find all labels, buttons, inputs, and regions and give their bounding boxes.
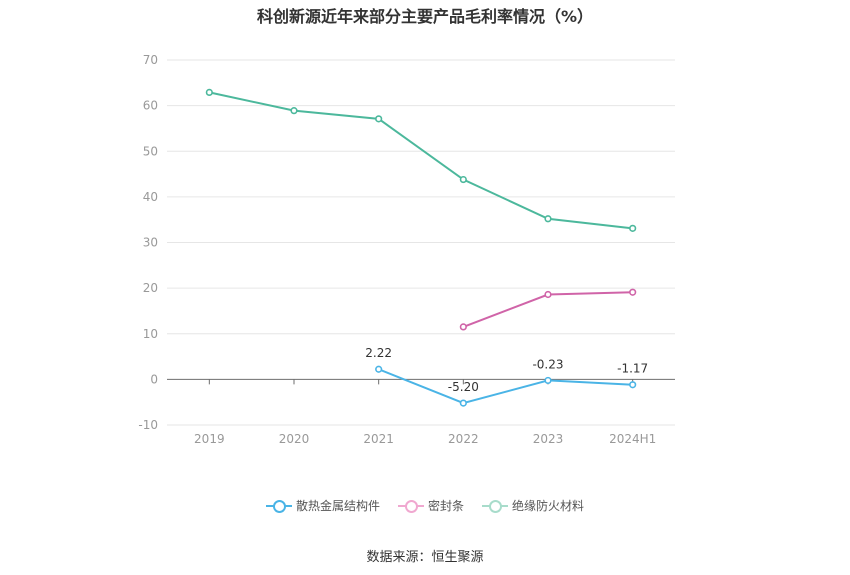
y-tick-label: -10 bbox=[138, 418, 158, 432]
series-line bbox=[209, 91, 633, 230]
y-tick-label: 30 bbox=[143, 236, 158, 250]
series-layer bbox=[205, 88, 637, 407]
y-tick-label: 50 bbox=[143, 144, 158, 158]
y-tick-label: 70 bbox=[143, 53, 158, 67]
data-point bbox=[459, 323, 467, 331]
legend-label: 绝缘防火材料 bbox=[512, 499, 585, 513]
y-tick-label: 40 bbox=[143, 190, 158, 204]
x-tick-label: 2024H1 bbox=[609, 432, 656, 446]
data-label: -1.17 bbox=[617, 362, 648, 376]
legend-marker-icon bbox=[397, 499, 424, 513]
axis-layer: -10 0 10 20 30 40 50 60 70 2019 2020 2021 2022 2023 20… bbox=[138, 53, 675, 446]
legend-label: 密封条 bbox=[427, 499, 464, 513]
data-point bbox=[544, 215, 552, 223]
source-note: 数据来源：恒生聚源 bbox=[366, 550, 484, 565]
legend-item-insulation-fireproof[interactable]: 绝缘防火材料 bbox=[482, 497, 584, 514]
data-point bbox=[459, 399, 467, 407]
data-point bbox=[544, 376, 552, 385]
data-label-layer: 2.22 -5.20 -0.23 -1.17 bbox=[365, 346, 648, 394]
y-tick-label: 0 bbox=[150, 372, 158, 386]
legend-marker-icon bbox=[482, 499, 508, 513]
data-point bbox=[205, 88, 213, 96]
legend-item-heat-dissipation[interactable]: 散热金属结构件 bbox=[265, 497, 380, 514]
data-point bbox=[375, 365, 383, 373]
data-point bbox=[375, 115, 383, 123]
data-point bbox=[459, 175, 467, 184]
x-tick-label: 2023 bbox=[533, 432, 564, 446]
data-point bbox=[629, 381, 637, 389]
legend: 散热金属结构件 密封条 绝缘防火材料 bbox=[0, 497, 850, 514]
data-point bbox=[544, 290, 552, 299]
legend-label: 散热金属结构件 bbox=[295, 499, 380, 513]
chart-title: 科创新源近年来部分主要产品毛利率情况（%） bbox=[256, 7, 594, 26]
data-point bbox=[629, 224, 637, 232]
data-point bbox=[290, 107, 298, 115]
x-tick-label: 2021 bbox=[363, 432, 394, 446]
series-line bbox=[378, 368, 633, 405]
x-tick-label: 2022 bbox=[448, 432, 479, 446]
y-tick-label: 20 bbox=[143, 281, 158, 295]
legend-item-sealing-strip[interactable]: 密封条 bbox=[397, 497, 464, 514]
data-point bbox=[629, 288, 637, 296]
data-label: -5.20 bbox=[448, 380, 479, 394]
data-label: -0.23 bbox=[532, 357, 563, 371]
y-tick-label: 60 bbox=[143, 99, 158, 113]
legend-marker-icon bbox=[265, 499, 292, 513]
x-tick-label: 2019 bbox=[194, 432, 225, 446]
y-tick-label: 10 bbox=[143, 327, 158, 341]
x-tick-label: 2020 bbox=[279, 432, 310, 446]
data-label: 2.22 bbox=[365, 346, 392, 360]
grid-layer bbox=[167, 59, 675, 426]
